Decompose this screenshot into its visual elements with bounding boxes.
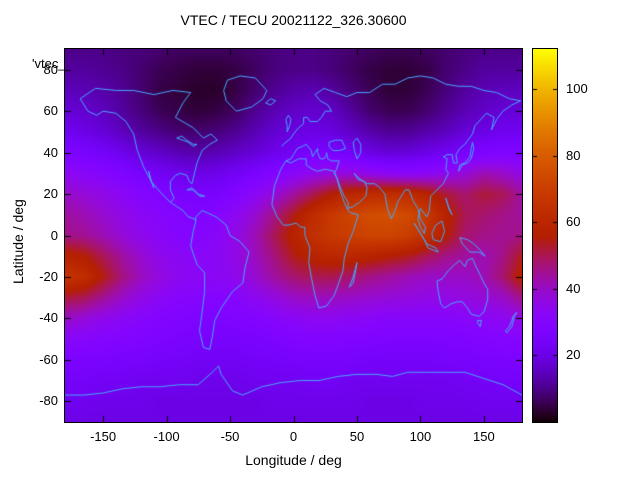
colorbar-tick-label: 100	[566, 80, 588, 96]
colorbar-tick-label: 60	[566, 214, 581, 230]
chart-title: VTEC / TECU 20021122_326.30600	[180, 12, 407, 28]
x-tick-label: 100	[409, 429, 432, 444]
y-tick-label: 60	[43, 103, 58, 119]
y-tick-label: -40	[39, 310, 58, 326]
colorbar-tick-label: 80	[566, 147, 581, 163]
y-tick-label: 80	[43, 61, 58, 77]
y-tick-label: -80	[39, 393, 58, 409]
x-axis-label: Longitude / deg	[245, 452, 342, 468]
colorbar	[532, 48, 558, 423]
y-tick-label: -60	[39, 351, 58, 367]
colorbar-tick-label: 40	[566, 280, 581, 296]
x-tick-label: -50	[220, 429, 240, 444]
vtec-heatmap-canvas	[64, 48, 523, 423]
y-tick-label: -20	[39, 268, 58, 284]
x-tick-label: 0	[289, 429, 298, 444]
y-tick-label: 40	[43, 144, 58, 160]
y-tick-label: 20	[43, 186, 58, 202]
x-tick-label: -150	[90, 429, 117, 444]
legend-key-label: 'vtec_	[32, 56, 66, 71]
x-tick-label: 150	[473, 429, 495, 444]
x-tick-label: -100	[153, 429, 180, 444]
x-tick-label: 50	[349, 429, 365, 444]
y-tick-label: 0	[50, 227, 58, 243]
colorbar-tick-label: 20	[566, 347, 581, 363]
